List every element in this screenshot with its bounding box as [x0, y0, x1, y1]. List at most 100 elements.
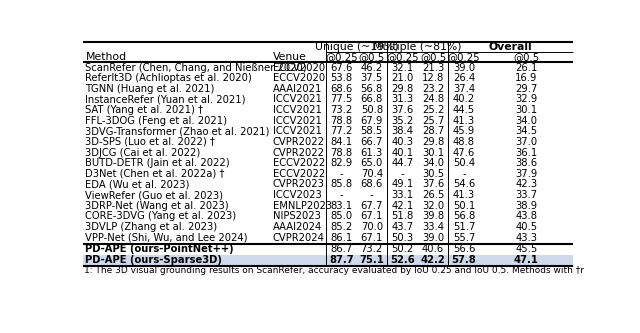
Text: 85.8: 85.8 — [330, 179, 353, 189]
Text: 29.7: 29.7 — [515, 84, 538, 94]
Text: 34.0: 34.0 — [422, 158, 444, 168]
Text: 30.1: 30.1 — [422, 148, 444, 158]
Text: 85.2: 85.2 — [330, 222, 353, 232]
Text: 50.8: 50.8 — [361, 105, 383, 115]
Text: 55.7: 55.7 — [453, 233, 475, 243]
Text: -: - — [401, 169, 404, 179]
Text: 3D-SPS (Luo et al. 2022) †: 3D-SPS (Luo et al. 2022) † — [85, 137, 216, 147]
Text: NIPS2023: NIPS2023 — [273, 211, 321, 221]
Text: 3DRP-Net (Wang et al. 2023): 3DRP-Net (Wang et al. 2023) — [85, 201, 229, 211]
Text: ICCV2021: ICCV2021 — [273, 126, 322, 136]
Text: 29.8: 29.8 — [422, 137, 444, 147]
Text: 26.4: 26.4 — [453, 73, 475, 83]
Text: CVPR2024: CVPR2024 — [273, 233, 325, 243]
Text: 48.8: 48.8 — [453, 137, 475, 147]
Text: 1: The 3D visual grounding results on ScanRefer, accuracy evaluated by IoU 0.25 : 1: The 3D visual grounding results on Sc… — [84, 266, 584, 275]
Text: 54.6: 54.6 — [453, 179, 475, 189]
Text: ECCV2022: ECCV2022 — [273, 169, 325, 179]
Text: 42.3: 42.3 — [515, 179, 538, 189]
Text: 42.2: 42.2 — [420, 255, 445, 265]
Text: 40.6: 40.6 — [422, 244, 444, 254]
Text: 38.9: 38.9 — [515, 201, 538, 211]
Text: 82.9: 82.9 — [330, 158, 353, 168]
Text: CORE-3DVG (Yang et al. 2023): CORE-3DVG (Yang et al. 2023) — [85, 211, 237, 221]
Text: 86.7: 86.7 — [330, 244, 353, 254]
Text: 51.8: 51.8 — [391, 211, 413, 221]
Text: 26.1: 26.1 — [515, 63, 538, 73]
Text: 56.8: 56.8 — [453, 211, 475, 221]
Text: 37.0: 37.0 — [515, 137, 538, 147]
Text: 37.5: 37.5 — [361, 73, 383, 83]
Text: @0.5: @0.5 — [420, 52, 446, 62]
Text: TGNN (Huang et al. 2021): TGNN (Huang et al. 2021) — [85, 84, 215, 94]
Text: 34.0: 34.0 — [515, 116, 538, 126]
Text: 45.5: 45.5 — [515, 244, 538, 254]
Text: 84.1: 84.1 — [330, 137, 353, 147]
Text: 77.5: 77.5 — [330, 95, 353, 105]
Text: PD-APE (ours-PointNet++): PD-APE (ours-PointNet++) — [85, 244, 234, 254]
Text: 28.7: 28.7 — [422, 126, 444, 136]
Text: 70.4: 70.4 — [361, 169, 383, 179]
Text: ViewRefer (Guo et al. 2023): ViewRefer (Guo et al. 2023) — [85, 190, 223, 200]
Text: 68.6: 68.6 — [361, 179, 383, 189]
Bar — [83, 255, 573, 265]
Text: 33.7: 33.7 — [515, 190, 538, 200]
Text: 25.7: 25.7 — [422, 116, 444, 126]
Text: 38.4: 38.4 — [392, 126, 413, 136]
Text: BUTD-DETR (Jain et al. 2022): BUTD-DETR (Jain et al. 2022) — [85, 158, 230, 168]
Text: ECCV2020: ECCV2020 — [273, 73, 325, 83]
Text: 3DVLP (Zhang et al. 2023): 3DVLP (Zhang et al. 2023) — [85, 222, 218, 232]
Text: 78.8: 78.8 — [330, 116, 353, 126]
Text: D3Net (Chen et al. 2022a) †: D3Net (Chen et al. 2022a) † — [85, 169, 225, 179]
Text: Method: Method — [85, 52, 127, 62]
Text: 83.1: 83.1 — [330, 201, 353, 211]
Text: 65.0: 65.0 — [361, 158, 383, 168]
Text: 29.8: 29.8 — [391, 84, 413, 94]
Text: 50.4: 50.4 — [453, 158, 475, 168]
Text: @0.5: @0.5 — [513, 52, 540, 62]
Text: Multiple (~81%): Multiple (~81%) — [373, 42, 462, 52]
Text: 56.6: 56.6 — [453, 244, 475, 254]
Text: 87.7: 87.7 — [329, 255, 354, 265]
Text: 73.2: 73.2 — [330, 105, 353, 115]
Text: PD-APE (ours-Sparse3D): PD-APE (ours-Sparse3D) — [85, 255, 222, 265]
Text: 38.6: 38.6 — [515, 158, 538, 168]
Text: 43.8: 43.8 — [515, 211, 538, 221]
Text: 70.0: 70.0 — [361, 222, 383, 232]
Text: 44.5: 44.5 — [453, 105, 475, 115]
Text: AAAI2021: AAAI2021 — [273, 84, 323, 94]
Text: 43.7: 43.7 — [391, 222, 413, 232]
Text: 44.7: 44.7 — [391, 158, 413, 168]
Text: -: - — [340, 169, 344, 179]
Text: 30.1: 30.1 — [515, 105, 538, 115]
Text: 58.5: 58.5 — [361, 126, 383, 136]
Text: 25.2: 25.2 — [422, 105, 444, 115]
Text: CVPR2022: CVPR2022 — [273, 137, 325, 147]
Text: 37.6: 37.6 — [422, 179, 444, 189]
Text: 23.2: 23.2 — [422, 84, 444, 94]
Text: 78.8: 78.8 — [330, 148, 353, 158]
Text: 33.4: 33.4 — [422, 222, 444, 232]
Text: ScanRefer (Chen, Chang, and Nießner 2020): ScanRefer (Chen, Chang, and Nießner 2020… — [85, 63, 307, 73]
Text: 50.1: 50.1 — [453, 201, 475, 211]
Text: 24.8: 24.8 — [422, 95, 444, 105]
Text: 51.7: 51.7 — [453, 222, 475, 232]
Text: 66.8: 66.8 — [361, 95, 383, 105]
Text: VPP-Net (Shi, Wu, and Lee 2024): VPP-Net (Shi, Wu, and Lee 2024) — [85, 233, 248, 243]
Text: 41.3: 41.3 — [453, 116, 475, 126]
Text: 40.5: 40.5 — [515, 222, 538, 232]
Text: 66.7: 66.7 — [360, 137, 383, 147]
Text: 12.8: 12.8 — [422, 73, 444, 83]
Text: 67.7: 67.7 — [360, 201, 383, 211]
Text: 40.1: 40.1 — [391, 148, 413, 158]
Text: 67.1: 67.1 — [360, 211, 383, 221]
Text: ICCV2021: ICCV2021 — [273, 95, 322, 105]
Text: 32.9: 32.9 — [515, 95, 538, 105]
Text: -: - — [370, 190, 374, 200]
Text: 30.5: 30.5 — [422, 169, 444, 179]
Text: AAAI2024: AAAI2024 — [273, 222, 322, 232]
Text: 42.1: 42.1 — [391, 201, 413, 211]
Text: 47.1: 47.1 — [514, 255, 539, 265]
Text: 73.2: 73.2 — [361, 244, 383, 254]
Text: 50.3: 50.3 — [391, 233, 413, 243]
